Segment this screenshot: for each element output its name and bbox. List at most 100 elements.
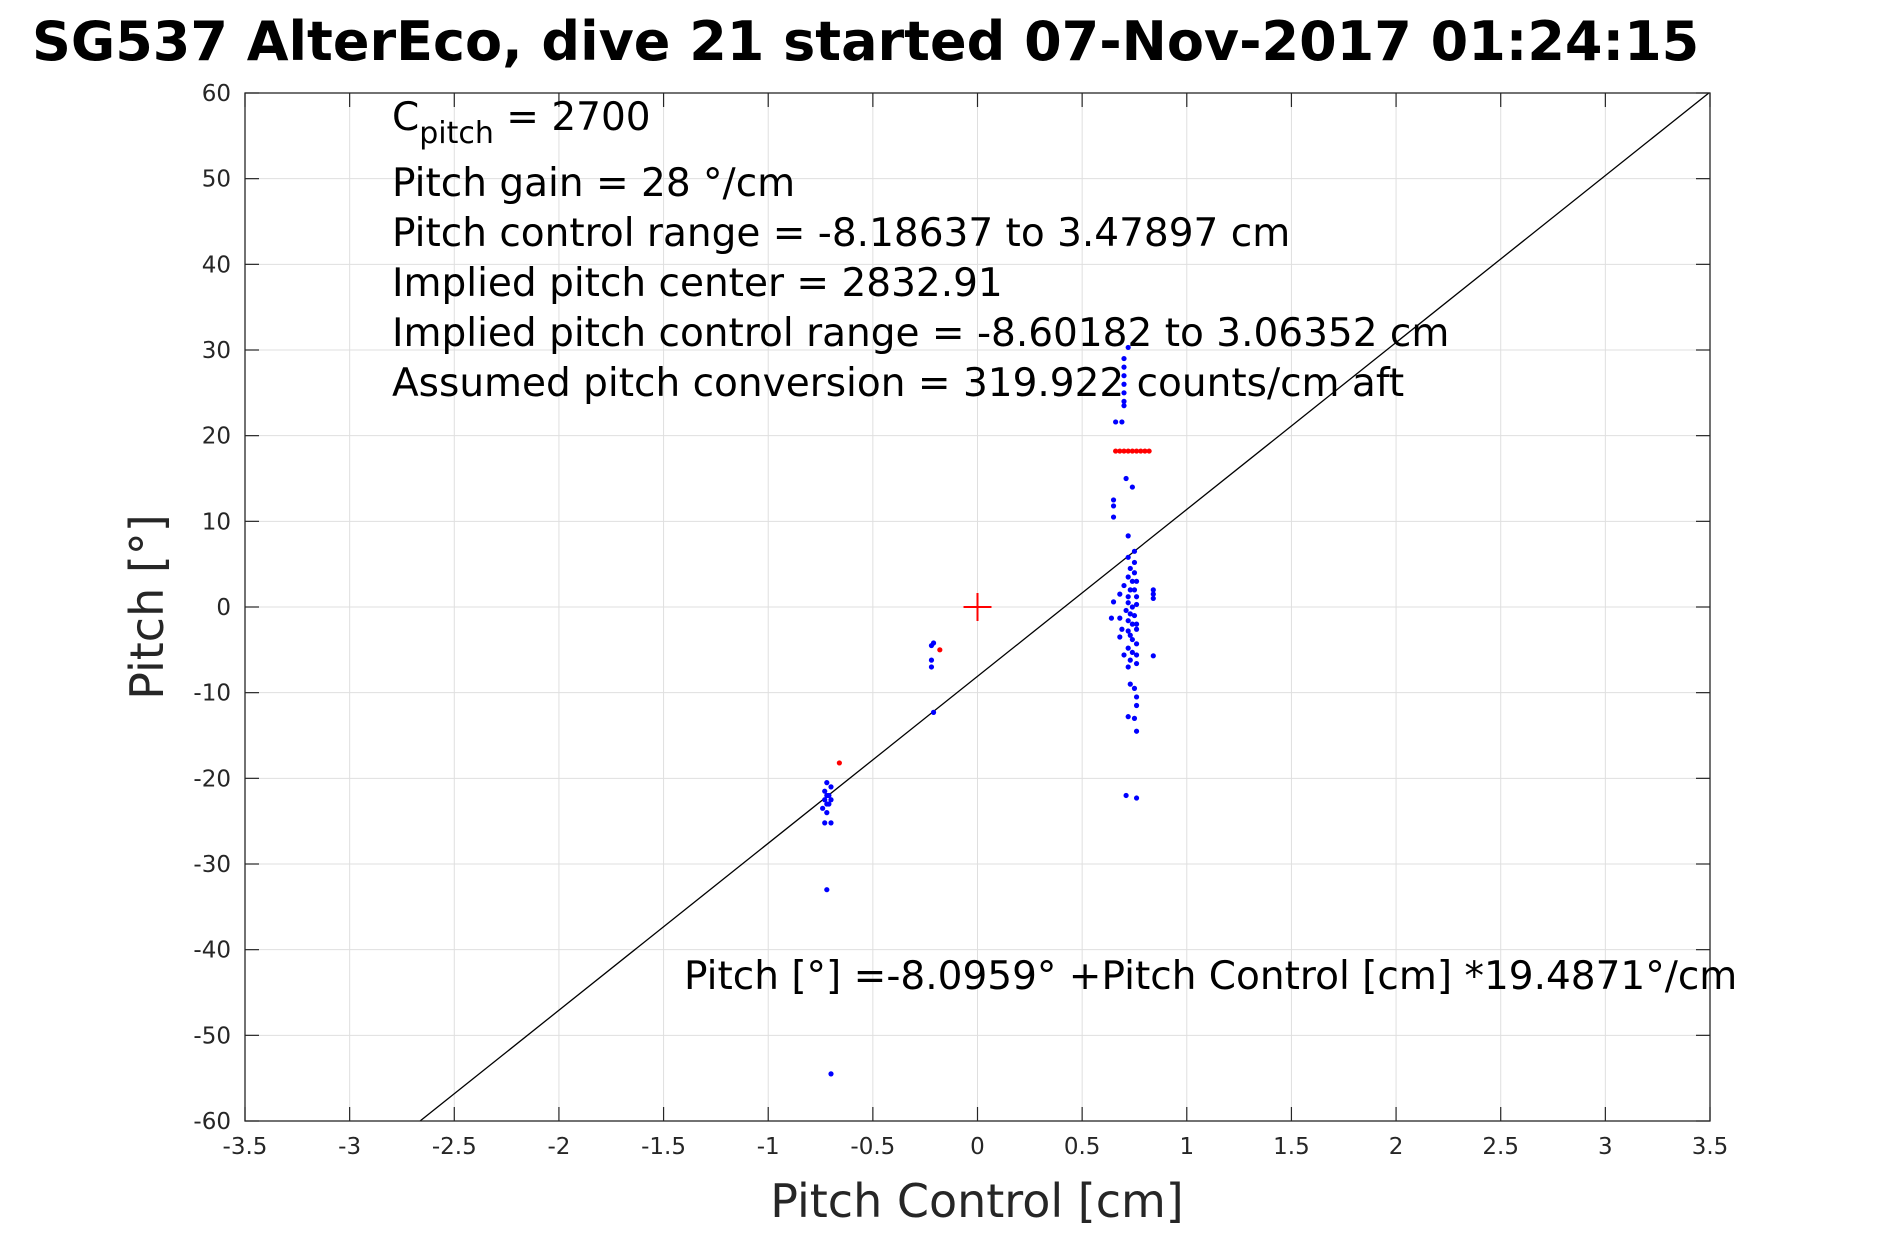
- data-point-blue: [1129, 604, 1135, 610]
- implied-pitch-control-range-annotation: Implied pitch control range = -8.60182 t…: [392, 311, 1449, 356]
- center-marker-group: [963, 593, 992, 621]
- data-point-blue: [1131, 612, 1138, 619]
- x-tick-label: 0: [970, 1134, 985, 1160]
- data-point-blue: [1125, 714, 1131, 720]
- data-point-blue: [1127, 632, 1133, 638]
- data-point-blue: [1117, 591, 1123, 597]
- data-point-blue: [1121, 355, 1127, 362]
- y-tick-label: 40: [202, 252, 231, 278]
- data-point-red: [836, 760, 842, 766]
- data-point-blue: [1131, 548, 1138, 554]
- data-point-blue: [828, 820, 834, 826]
- x-tick-label: 3.5: [1692, 1134, 1729, 1160]
- info-annotations: Cpitch = 2700 Pitch gain = 28 °/cm Pitch…: [392, 95, 1737, 999]
- data-point-blue: [1110, 503, 1117, 509]
- data-point-blue: [1125, 594, 1131, 600]
- data-point-blue: [1123, 607, 1129, 614]
- data-point-blue: [826, 801, 832, 807]
- data-point-blue: [1129, 649, 1135, 656]
- data-points-group: [820, 344, 1156, 1077]
- data-point-blue: [1121, 381, 1127, 387]
- data-point-red: [1117, 448, 1123, 454]
- data-point-blue: [1133, 641, 1140, 647]
- y-tick-label: -10: [193, 681, 231, 707]
- data-point-blue: [1121, 390, 1127, 396]
- data-point-blue: [1123, 475, 1129, 482]
- data-point-red: [1142, 448, 1148, 454]
- data-point-blue: [826, 792, 832, 799]
- data-point-blue: [1133, 694, 1140, 700]
- data-point-blue: [1121, 398, 1127, 404]
- pitch-gain-annotation: Pitch gain = 28 °/cm: [392, 161, 795, 206]
- fit-line-group: [419, 93, 1710, 1121]
- data-point-red: [1121, 448, 1127, 454]
- data-point-blue: [1127, 681, 1133, 687]
- x-tick-label: -2: [547, 1134, 570, 1160]
- data-point-blue: [1133, 594, 1140, 600]
- data-point-blue: [1125, 618, 1131, 624]
- data-point-blue: [1131, 715, 1138, 721]
- data-point-red: [937, 647, 943, 653]
- data-point-blue: [1110, 514, 1117, 520]
- assumed-pitch-conversion-annotation: Assumed pitch conversion = 319.922 count…: [392, 361, 1404, 406]
- data-point-blue: [928, 642, 935, 649]
- data-point-blue: [1133, 652, 1140, 658]
- y-tick-label: 10: [202, 509, 231, 535]
- data-point-red: [1146, 448, 1152, 454]
- data-point-blue: [1133, 621, 1140, 627]
- data-point-blue: [1127, 657, 1133, 663]
- data-point-blue: [820, 805, 826, 811]
- fit-line: [419, 93, 1710, 1121]
- data-point-blue: [822, 820, 828, 826]
- data-point-blue: [1117, 634, 1123, 640]
- data-point-red: [1113, 448, 1119, 454]
- data-point-blue: [1121, 373, 1127, 379]
- y-axis-label: Pitch [°]: [120, 514, 174, 700]
- y-tick-label: 0: [216, 595, 231, 621]
- data-point-blue: [1119, 626, 1125, 632]
- x-tick-label: -3: [338, 1134, 361, 1160]
- data-point-blue: [1131, 587, 1138, 593]
- data-point-blue: [1133, 601, 1140, 608]
- data-point-blue: [1131, 559, 1138, 566]
- data-point-blue: [1127, 587, 1133, 593]
- data-point-blue: [1133, 660, 1140, 667]
- y-tick-label: -40: [193, 938, 231, 964]
- data-point-blue: [1150, 591, 1156, 597]
- chart-title: SG537 AlterEco, dive 21 started 07-Nov-2…: [32, 10, 1699, 73]
- data-point-blue: [1121, 403, 1127, 409]
- data-point-blue: [824, 780, 830, 786]
- data-point-blue: [1133, 728, 1140, 734]
- data-point-blue: [822, 797, 828, 803]
- data-point-blue: [1110, 599, 1117, 605]
- data-point-blue: [1129, 621, 1135, 627]
- y-tick-label: 50: [202, 167, 231, 193]
- data-point-blue: [1125, 554, 1131, 560]
- data-point-red: [1129, 448, 1135, 454]
- y-tick-label: -60: [193, 1109, 231, 1135]
- x-tick-label: -1.5: [641, 1134, 686, 1160]
- y-tick-label: 60: [202, 81, 231, 107]
- y-tick-label: -50: [193, 1023, 231, 1049]
- data-point-blue: [1123, 792, 1129, 799]
- data-point-blue: [828, 1071, 834, 1077]
- data-point-blue: [1121, 582, 1127, 589]
- data-point-blue: [1125, 664, 1131, 670]
- data-point-red: [1138, 448, 1144, 454]
- data-point-red: [1125, 448, 1131, 454]
- x-tick-label: -0.5: [850, 1134, 895, 1160]
- data-point-blue: [928, 657, 935, 663]
- pitch-control-range-annotation: Pitch control range = -8.18637 to 3.4789…: [392, 211, 1290, 256]
- data-point-blue: [1129, 578, 1135, 584]
- y-tick-labels: 60 50 40 30 20 10 0 -10 -20 -30 -40 -50 -60: [193, 81, 231, 1135]
- data-point-blue: [1121, 364, 1127, 370]
- data-point-blue: [824, 887, 830, 893]
- data-point-blue: [1127, 611, 1133, 617]
- data-point-blue: [828, 784, 834, 790]
- data-point-blue: [1133, 578, 1140, 584]
- data-point-blue: [1150, 587, 1156, 593]
- x-axis-label: Pitch Control [cm]: [770, 1174, 1184, 1228]
- data-point-blue: [1133, 795, 1140, 801]
- data-point-blue: [1125, 645, 1131, 651]
